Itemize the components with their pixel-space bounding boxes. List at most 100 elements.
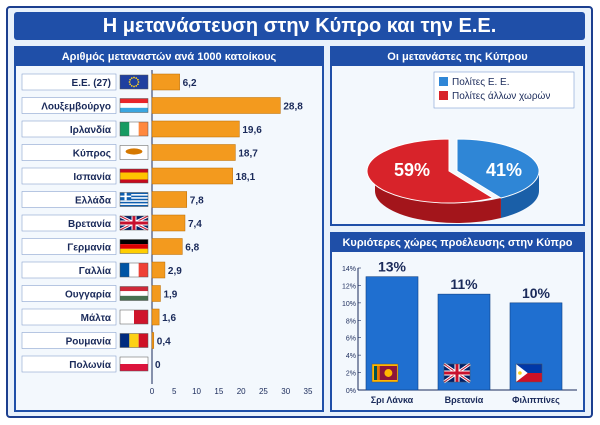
bar — [151, 308, 160, 326]
pie-value-label: 59% — [394, 160, 430, 180]
pie-slice-side — [375, 171, 501, 223]
category-label-box — [21, 97, 117, 114]
bar — [151, 332, 155, 349]
category-label: Βρετανία — [68, 219, 112, 230]
page-title: Η μετανάστευση στην Κύπρο και την Ε.Ε. — [14, 12, 585, 40]
vbar-chart-title: Κυριότερες χώρες προέλευσης στην Κύπρο — [332, 234, 583, 252]
horizontal-bar-chart: 0 5 10 15 20 25 30 35 Ε.Ε. (27) 6,2 Λουξεμβούργο 28… — [21, 70, 313, 396]
romania-flag-icon — [119, 333, 149, 348]
x-tick-label: 5 — [172, 387, 177, 396]
bar — [151, 238, 183, 255]
category-label: Ελλάδα — [75, 196, 112, 207]
sri-lanka-flag-icon — [371, 363, 399, 383]
legend-label: Πολίτες Ε. Ε. — [452, 76, 510, 88]
germany-flag-icon — [119, 239, 149, 254]
bar — [151, 120, 240, 138]
bar — [151, 261, 166, 279]
bar — [151, 214, 186, 232]
y-tick-label: 14% — [342, 266, 356, 273]
bar-value-label: 18,1 — [236, 172, 256, 183]
bar-value-label: 7,4 — [188, 219, 202, 230]
bar-value-label: 6,8 — [185, 243, 199, 254]
bar-value-label: 7,8 — [190, 196, 204, 207]
x-tick-label: 15 — [214, 387, 223, 396]
spain-flag-icon — [119, 168, 149, 184]
x-tick-label: 35 — [304, 387, 313, 396]
category-label-box — [21, 285, 117, 302]
bar-value-label: 0,4 — [157, 337, 171, 348]
x-tick-label: 10 — [192, 387, 201, 396]
category-label: Σρι Λάνκα — [371, 395, 414, 405]
category-label-box — [21, 214, 117, 232]
uk-flag-icon — [443, 362, 471, 384]
legend-swatch — [439, 77, 448, 86]
vertical-bar-chart: 0% 2% 4% 6% 8% 10% 12% 14% 13% Σρι Λάνκα 11% Βρεταν… — [342, 259, 577, 405]
category-label-box — [21, 308, 117, 326]
bar-value-label: 0 — [155, 360, 161, 371]
category-label-box — [21, 355, 117, 373]
hungary-flag-icon — [119, 286, 149, 301]
legend-label: Πολίτες άλλων χωρών — [452, 90, 550, 102]
pie-slice — [366, 138, 495, 204]
category-label-box — [21, 73, 117, 91]
category-label: Μάλτα — [81, 313, 112, 324]
category-label-box — [21, 332, 117, 349]
ireland-flag-icon — [119, 121, 149, 137]
luxembourg-flag-icon — [119, 98, 149, 113]
y-tick-label: 8% — [346, 318, 356, 325]
bar-value-label: 2,9 — [168, 266, 182, 277]
category-label: Ιρλανδία — [70, 125, 112, 136]
bar-value-label: 1,6 — [162, 313, 176, 324]
greece-flag-icon — [119, 192, 149, 207]
x-tick-label: 0 — [150, 387, 155, 396]
x-tick-label: 25 — [259, 387, 268, 396]
bar-value-label: 1,9 — [163, 290, 177, 301]
bar-value-label: 18,7 — [238, 149, 258, 160]
bar-chart-title: Αριθμός μεταναστών ανά 1000 κατοίκους — [16, 48, 322, 66]
category-label-box — [21, 120, 117, 138]
category-label: Ρουμανία — [66, 337, 112, 348]
bar-value-label: 13% — [378, 259, 407, 275]
bar — [151, 191, 188, 208]
y-tick-label: 4% — [346, 353, 356, 360]
bar-value-label: 10% — [522, 285, 551, 301]
bar — [151, 144, 236, 161]
eu-flag-icon — [119, 74, 149, 90]
category-label-box — [21, 144, 117, 161]
category-label: Κύπρος — [73, 149, 111, 160]
poland-flag-icon — [119, 356, 149, 372]
category-label: Γαλλία — [79, 266, 112, 277]
bar — [151, 167, 233, 185]
category-label: Ε.Ε. (27) — [72, 78, 111, 89]
category-label: Ουγγαρία — [65, 290, 112, 301]
legend-swatch — [439, 91, 448, 100]
y-tick-label: 0% — [346, 388, 356, 395]
category-label: Γερμανία — [67, 243, 112, 254]
category-label: Φιλιππίνες — [512, 395, 560, 405]
cyprus-flag-icon — [119, 145, 149, 160]
bar — [151, 73, 180, 91]
category-label-box — [21, 238, 117, 255]
pie-chart: Πολίτες Ε. Ε. Πολίτες άλλων χωρών 59% 41% — [366, 71, 575, 223]
category-label-box — [21, 191, 117, 208]
x-tick-label: 20 — [237, 387, 246, 396]
migrants-per-1000-panel: Αριθμός μεταναστών ανά 1000 κατοίκους 0 5… — [14, 46, 324, 412]
philippines-flag-icon — [515, 363, 543, 383]
bar-value-label: 6,2 — [183, 78, 197, 89]
y-tick-label: 6% — [346, 336, 356, 343]
cyprus-migrants-panel: Οι μετανάστες της Κύπρου Πολίτες Ε. Ε. Πο… — [330, 46, 585, 226]
pie-slice-side — [500, 171, 539, 219]
y-tick-label: 12% — [342, 283, 356, 290]
category-label-box — [21, 167, 117, 185]
bar — [151, 97, 281, 114]
france-flag-icon — [119, 262, 149, 278]
category-label: Πολωνία — [69, 360, 112, 371]
pie-value-label: 41% — [486, 160, 522, 180]
bar-value-label: 19,6 — [242, 125, 262, 136]
malta-flag-icon — [119, 309, 149, 325]
y-tick-label: 2% — [346, 371, 356, 378]
x-tick-label: 30 — [281, 387, 290, 396]
bar-value-label: 11% — [450, 276, 478, 292]
uk-flag-icon — [119, 214, 149, 232]
origin-countries-panel: Κυριότερες χώρες προέλευσης στην Κύπρο 0… — [330, 232, 585, 412]
